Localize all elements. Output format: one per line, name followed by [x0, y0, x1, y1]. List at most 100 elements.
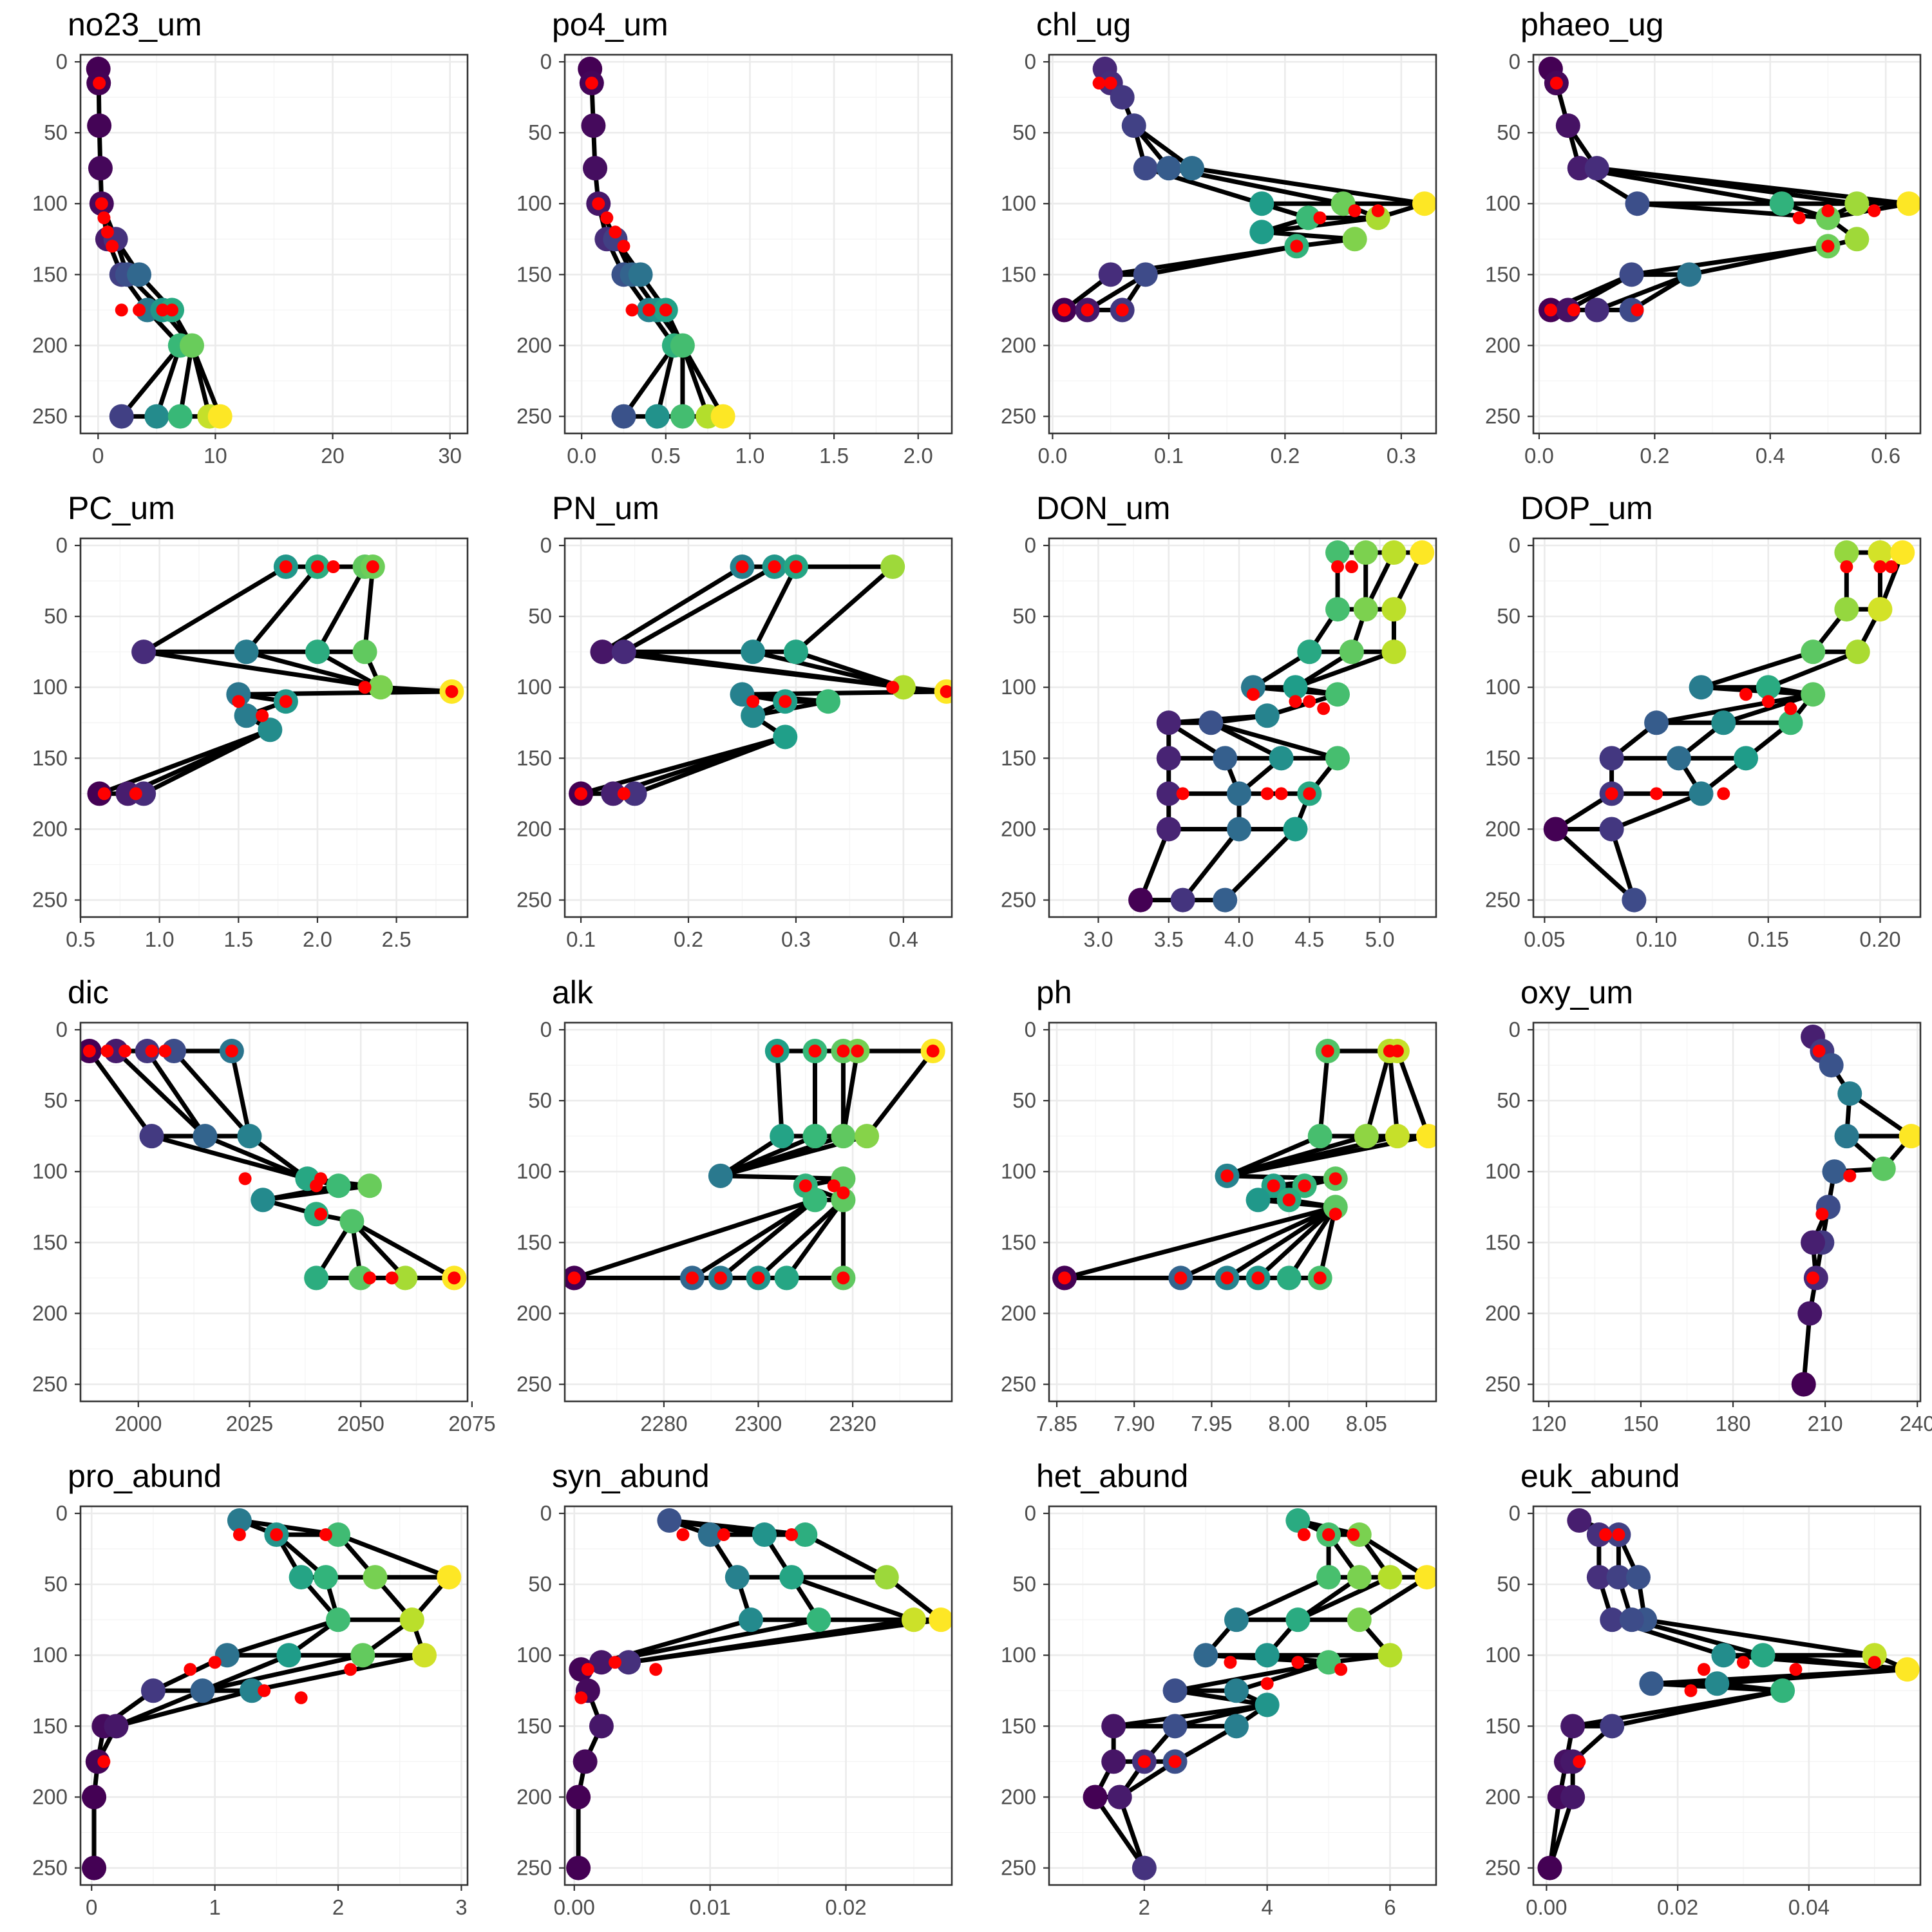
data-point — [193, 1124, 218, 1149]
data-layer — [1052, 57, 1436, 323]
data-point — [1249, 220, 1274, 245]
data-point — [1770, 1678, 1795, 1703]
highlight-point — [1573, 1755, 1586, 1768]
data-point — [1224, 1714, 1249, 1739]
highlight-point — [294, 1691, 308, 1705]
profile-line-segment — [1847, 1091, 1914, 1139]
y-tick-label: 50 — [44, 120, 68, 144]
highlight-point — [1371, 204, 1385, 218]
highlight-point — [685, 1271, 699, 1285]
data-point — [1689, 781, 1714, 806]
y-tick-label: 0 — [56, 1018, 68, 1041]
x-tick-label: 0.5 — [66, 927, 95, 951]
profile-line-segment — [1180, 826, 1242, 903]
panel-title: oxy_um — [1520, 974, 1633, 1010]
highlight-point — [1220, 1169, 1234, 1182]
data-point — [601, 781, 626, 806]
panel-border — [1532, 537, 1922, 918]
data-point — [901, 1607, 926, 1633]
highlight-point — [574, 787, 588, 800]
data-point — [1353, 540, 1378, 565]
highlight-point — [1789, 1663, 1803, 1676]
profile-line-segment — [154, 343, 183, 419]
panel-border — [79, 1505, 469, 1886]
y-tick-label: 0 — [540, 533, 552, 557]
data-point — [581, 113, 606, 138]
data-point — [1871, 1156, 1896, 1181]
x-tick-label: 1.0 — [735, 444, 764, 468]
highlight-points — [1573, 1528, 1881, 1768]
highlight-point — [1321, 1045, 1334, 1058]
highlight-point — [940, 685, 952, 698]
data-point — [240, 1678, 265, 1703]
profile-line-segment — [1609, 826, 1636, 903]
panel-title: het_abund — [1036, 1458, 1188, 1494]
y-tick-label: 200 — [1485, 1301, 1520, 1325]
data-point — [806, 1607, 831, 1633]
y-tick-label: 150 — [516, 746, 552, 770]
x-tick-label: 120 — [1531, 1412, 1566, 1435]
y-tick-label: 150 — [32, 1714, 68, 1738]
y-tick-label: 50 — [528, 604, 552, 628]
plot-background — [1049, 55, 1436, 433]
profile-line-segment — [680, 343, 726, 419]
data-point — [1325, 540, 1350, 565]
data-point — [1819, 1053, 1844, 1078]
x-tick-label: 0.0 — [1524, 444, 1554, 468]
panel-euk-abund: 0.00 0.02 0.04 0 50 100 150 200 250 euk_abund — [1485, 1458, 1922, 1919]
highlight-point — [768, 560, 781, 574]
data-point — [1224, 1607, 1249, 1633]
data-points — [86, 57, 232, 429]
data-point — [1347, 1607, 1372, 1633]
x-tick-label: 7.85 — [1036, 1412, 1077, 1435]
profile-line-segment — [1178, 1204, 1338, 1280]
data-point — [1537, 1855, 1562, 1880]
y-tick-label: 0 — [1025, 1018, 1036, 1041]
data-points — [1052, 57, 1436, 323]
highlight-point — [1684, 1684, 1698, 1698]
data-points — [569, 554, 952, 806]
y-tick-label: 250 — [1485, 1372, 1520, 1396]
highlight-point — [97, 1755, 111, 1768]
panel-border — [1048, 1505, 1437, 1886]
highlight-point — [1650, 787, 1663, 800]
y-tick-label: 100 — [1485, 1643, 1520, 1667]
profile-line-segment — [1357, 1532, 1430, 1580]
data-point — [1128, 887, 1153, 913]
data-point — [1599, 746, 1624, 771]
data-point — [1414, 1565, 1436, 1590]
highlight-point — [310, 560, 324, 574]
data-point — [326, 1173, 351, 1198]
data-layer — [1537, 1508, 1920, 1880]
data-point — [412, 1643, 437, 1668]
y-tick-label: 150 — [1485, 262, 1520, 286]
profile-line-segment — [189, 343, 223, 419]
highlight-point — [238, 1172, 252, 1186]
profile-line-segment — [1364, 1048, 1392, 1139]
data-point — [234, 703, 259, 728]
highlight-point — [310, 1179, 323, 1193]
highlight-point — [752, 1271, 765, 1285]
profile-line-segment — [1173, 1688, 1270, 1707]
panel-border — [1048, 537, 1437, 918]
highlight-point — [133, 303, 146, 317]
data-point — [583, 156, 608, 181]
data-point — [874, 1565, 899, 1590]
highlight-point — [1289, 695, 1302, 708]
data-point — [802, 1124, 828, 1149]
data-point — [127, 262, 152, 287]
x-tick-label: 30 — [438, 444, 462, 468]
y-tick-label: 0 — [540, 1501, 552, 1525]
y-tick-label: 250 — [1485, 404, 1520, 428]
highlight-point — [609, 1656, 622, 1669]
data-point — [368, 675, 393, 700]
data-point — [793, 1522, 818, 1548]
panel-pn-um: 0.1 0.2 0.3 0.4 0 50 100 150 200 250 PN_um — [516, 490, 953, 951]
highlight-point — [225, 1045, 238, 1058]
plot-background — [80, 1023, 468, 1401]
x-tick-label: 3.5 — [1154, 927, 1184, 951]
x-tick-label: 2 — [1139, 1895, 1150, 1919]
data-point — [1625, 191, 1650, 216]
data-point — [1255, 703, 1280, 728]
y-tick-label: 200 — [1001, 1785, 1036, 1808]
